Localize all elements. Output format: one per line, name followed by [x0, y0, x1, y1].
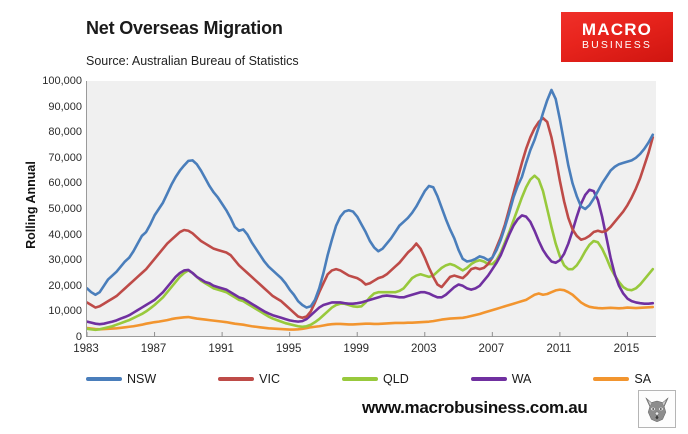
- legend-label: SA: [634, 372, 652, 386]
- series-line-qld: [87, 174, 655, 332]
- chart-legend: NSW VIC QLD WA SA: [86, 368, 651, 390]
- x-tick-label: 1999: [343, 343, 370, 355]
- page-title: Net Overseas Migration: [86, 18, 283, 38]
- wolf-icon: [638, 390, 676, 428]
- y-tick-label: 90,000: [48, 100, 82, 113]
- legend-item-qld[interactable]: QLD: [342, 372, 409, 386]
- legend-swatch-icon: [86, 377, 122, 381]
- y-tick-label: 100,000: [42, 75, 82, 87]
- x-tick-label: 1983: [73, 343, 99, 355]
- y-tick-label: 60,000: [48, 177, 82, 190]
- legend-label: WA: [511, 372, 532, 386]
- site-url: www.macrobusiness.com.au: [362, 398, 588, 417]
- legend-item-sa[interactable]: SA: [593, 372, 651, 386]
- x-tick-label: 2011: [546, 343, 572, 355]
- brand-name-primary: MACRO: [581, 20, 653, 40]
- series-line-wa: [87, 188, 655, 326]
- y-tick-label: 10,000: [48, 305, 82, 318]
- y-tick-label: 30,000: [48, 254, 82, 267]
- x-tick-label: 1991: [208, 343, 234, 355]
- brand-name-secondary: BUSINESS: [582, 39, 652, 52]
- legend-item-nsw[interactable]: NSW: [86, 372, 156, 386]
- line-chart-svg: [87, 88, 655, 337]
- macrobusiness-logo: MACRO BUSINESS: [561, 12, 673, 62]
- y-tick-label: 0: [75, 331, 82, 343]
- y-tick-label: 20,000: [48, 279, 82, 292]
- legend-item-wa[interactable]: WA: [470, 372, 532, 386]
- source-note: Source: Australian Bureau of Statistics: [86, 54, 299, 68]
- x-tick-label: 1995: [275, 343, 302, 355]
- plot-area: [86, 81, 656, 337]
- y-tick-label: 70,000: [48, 151, 82, 164]
- series-line-sa: [87, 288, 655, 331]
- x-tick-label: 1987: [140, 343, 167, 355]
- legend-label: VIC: [259, 372, 281, 386]
- y-tick-label: 40,000: [48, 228, 82, 241]
- y-tick-label: 80,000: [48, 126, 82, 139]
- y-axis-tick-labels: 0 10,000 20,000 30,000 40,000 50,000 60,000 70,…: [6, 75, 82, 343]
- legend-swatch-icon: [342, 377, 379, 381]
- legend-label: QLD: [383, 372, 409, 386]
- x-axis-tick-labels: 1983 1987 1991 1995 1999 2003 2007 2011 2015: [73, 340, 656, 362]
- x-tick-label: 2015: [613, 343, 640, 355]
- x-tick-label: 2003: [410, 343, 437, 355]
- legend-label: NSW: [127, 372, 157, 386]
- y-tick-label: 50,000: [48, 203, 82, 215]
- legend-swatch-icon: [218, 377, 255, 381]
- series-line-nsw: [87, 88, 655, 309]
- legend-item-vic[interactable]: VIC: [218, 372, 280, 386]
- legend-swatch-icon: [470, 377, 507, 381]
- series-line-vic: [87, 116, 655, 320]
- x-tick-label: 2007: [478, 343, 505, 355]
- legend-swatch-icon: [593, 377, 630, 381]
